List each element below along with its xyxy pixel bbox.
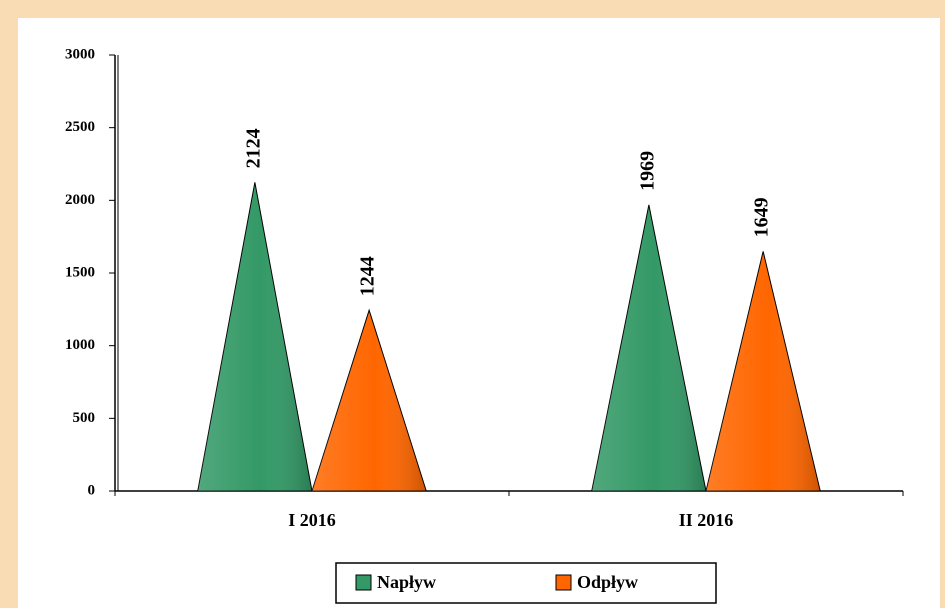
cone-shade <box>706 251 821 491</box>
x-tick-label: I 2016 <box>288 510 336 530</box>
y-tick-label: 500 <box>73 410 96 426</box>
cone <box>311 308 427 492</box>
legend-swatch <box>355 574 372 591</box>
x-tick-label: II 2016 <box>679 510 734 530</box>
y-tick-label: 0 <box>88 482 96 498</box>
legend-label: Napływ <box>377 572 436 592</box>
y-tick-label: 1500 <box>65 264 95 280</box>
value-label: 1969 <box>636 151 658 191</box>
cone-shade <box>197 182 312 491</box>
cone <box>591 204 707 492</box>
value-label: 1244 <box>357 256 379 296</box>
cone-shade <box>312 310 427 491</box>
cone <box>197 182 313 492</box>
value-label: 2124 <box>242 128 264 168</box>
y-tick-label: 2500 <box>65 119 95 135</box>
legend-swatch <box>555 574 572 591</box>
y-tick-label: 1000 <box>65 337 95 353</box>
y-tick-label: 2000 <box>65 192 95 208</box>
cone <box>705 251 821 492</box>
cone-shade <box>591 204 706 491</box>
y-tick-label: 3000 <box>65 46 95 62</box>
chart-area <box>18 18 940 608</box>
legend-box <box>335 562 717 604</box>
value-label: 1649 <box>751 197 773 237</box>
legend-label: Odpływ <box>577 572 638 592</box>
